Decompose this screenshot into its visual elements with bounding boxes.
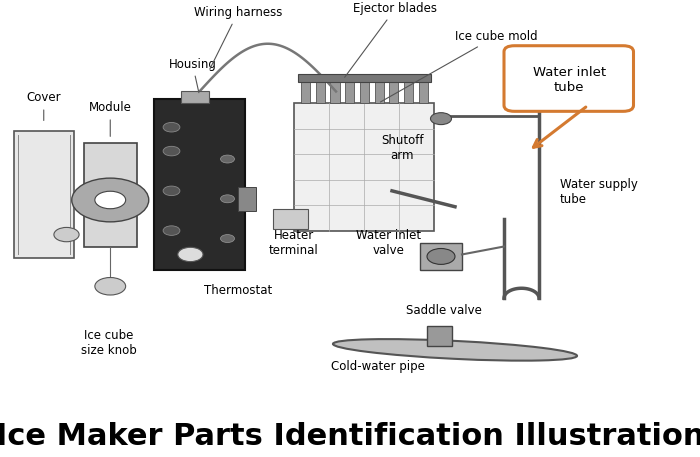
Text: Cover: Cover [27,91,61,121]
Text: Saddle valve: Saddle valve [406,304,482,317]
FancyBboxPatch shape [154,100,245,271]
Text: Ice cube
size knob: Ice cube size knob [80,329,136,357]
Circle shape [163,226,180,235]
Ellipse shape [333,339,577,361]
Circle shape [178,247,203,261]
FancyBboxPatch shape [84,143,136,246]
Text: Ice Maker Parts Identification Illustration: Ice Maker Parts Identification Illustrat… [0,422,700,451]
Bar [404,80,413,103]
FancyBboxPatch shape [294,103,434,231]
Text: Cold-water pipe: Cold-water pipe [331,360,425,373]
Text: Water supply
tube: Water supply tube [560,178,638,206]
Text: Module: Module [89,101,132,136]
Bar [181,91,209,103]
Text: Heater
terminal: Heater terminal [269,229,319,257]
Bar [298,74,430,81]
Circle shape [163,146,180,156]
Text: Ice cube mold: Ice cube mold [380,30,538,102]
Bar [374,80,384,103]
Bar [389,80,398,103]
Circle shape [220,234,234,243]
Text: Water inlet
valve: Water inlet valve [356,229,421,257]
Circle shape [427,249,455,265]
Bar [316,80,325,103]
Circle shape [54,228,79,242]
Bar [330,80,340,103]
FancyBboxPatch shape [504,46,634,112]
Bar [419,80,428,103]
Circle shape [71,178,148,222]
Bar [273,209,308,228]
Text: Water inlet
tube: Water inlet tube [533,65,606,94]
Circle shape [94,191,126,209]
Circle shape [430,113,452,125]
Circle shape [94,277,126,295]
Circle shape [163,122,180,132]
Circle shape [220,195,234,203]
Bar [360,80,369,103]
Bar [301,80,310,103]
Text: Housing: Housing [169,58,216,93]
Bar [345,80,354,103]
Bar [238,187,256,211]
FancyBboxPatch shape [14,131,74,259]
Bar [420,243,462,271]
Bar [427,326,452,346]
Circle shape [220,155,234,163]
Text: Wiring harness: Wiring harness [194,6,282,69]
Circle shape [163,186,180,196]
Text: Thermostat: Thermostat [204,284,272,297]
Text: Ejector blades: Ejector blades [344,2,438,77]
Text: Shutoff
arm: Shutoff arm [382,134,423,162]
